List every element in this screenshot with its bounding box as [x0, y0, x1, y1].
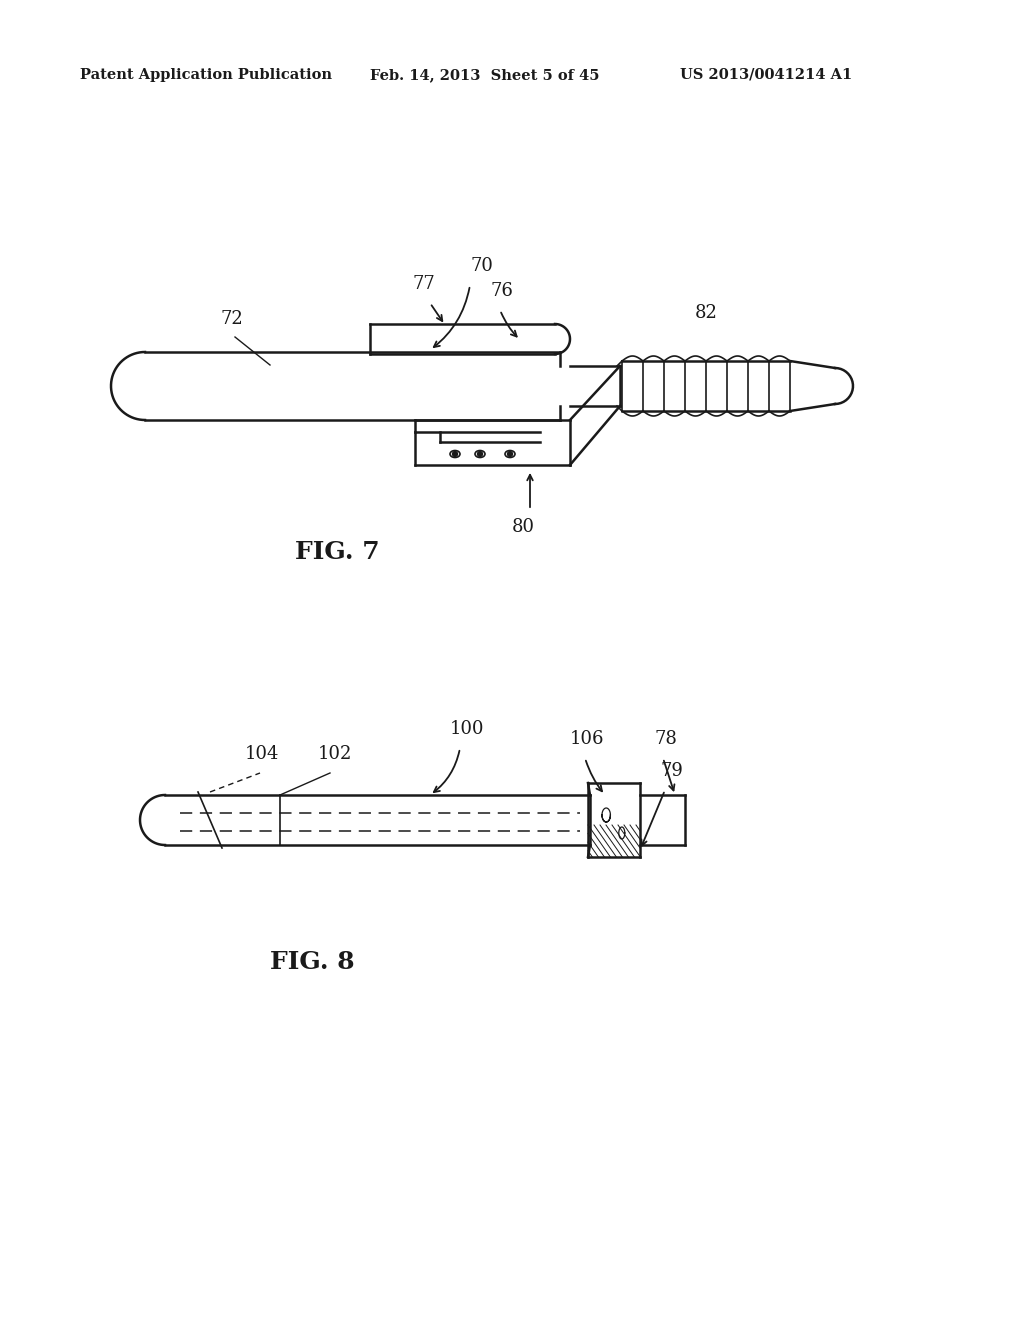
Text: 77: 77: [412, 275, 435, 293]
Text: Feb. 14, 2013  Sheet 5 of 45: Feb. 14, 2013 Sheet 5 of 45: [370, 69, 599, 82]
Text: FIG. 7: FIG. 7: [295, 540, 380, 564]
Text: 102: 102: [318, 744, 352, 763]
Text: 79: 79: [660, 762, 683, 780]
Text: 72: 72: [220, 310, 243, 327]
Circle shape: [477, 451, 482, 457]
Text: 80: 80: [512, 517, 535, 536]
Text: FIG. 8: FIG. 8: [270, 950, 354, 974]
Circle shape: [508, 451, 512, 457]
Text: 100: 100: [450, 719, 484, 738]
Text: 70: 70: [470, 257, 493, 275]
Circle shape: [453, 451, 458, 457]
Text: 76: 76: [490, 282, 513, 300]
Ellipse shape: [505, 450, 515, 458]
Text: 106: 106: [570, 730, 604, 748]
Text: US 2013/0041214 A1: US 2013/0041214 A1: [680, 69, 852, 82]
Text: Patent Application Publication: Patent Application Publication: [80, 69, 332, 82]
Ellipse shape: [450, 450, 460, 458]
Text: 82: 82: [695, 304, 718, 322]
Ellipse shape: [475, 450, 485, 458]
Text: 78: 78: [655, 730, 678, 748]
Text: 104: 104: [245, 744, 280, 763]
